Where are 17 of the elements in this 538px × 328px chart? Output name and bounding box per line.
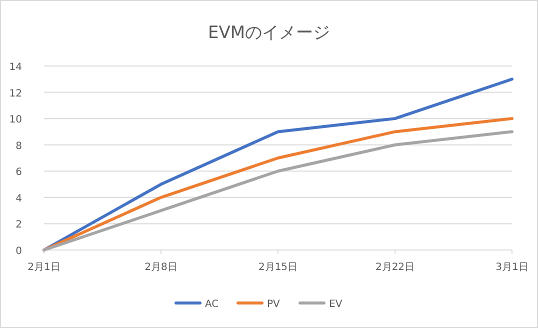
legend-label: EV	[329, 299, 342, 310]
x-tick-label: 2月22日	[375, 262, 415, 273]
x-tick-label: 2月8日	[144, 262, 178, 273]
y-tick-label: 0	[16, 246, 22, 257]
x-tick-label: 3月1日	[496, 262, 528, 273]
legend-label: AC	[205, 299, 219, 310]
y-tick-label: 8	[16, 140, 22, 152]
chart-title: EVMのイメージ	[208, 23, 330, 43]
y-tick-label: 2	[16, 220, 22, 231]
legend-label: PV	[267, 299, 280, 310]
x-tick-label: 2月1日	[28, 262, 60, 273]
y-tick-label: 12	[9, 88, 22, 100]
y-tick-label: 10	[9, 114, 22, 126]
x-tick-label: 2月15日	[258, 262, 298, 273]
y-tick-label: 4	[16, 193, 22, 204]
y-tick-label: 6	[16, 167, 22, 178]
y-tick-label: 14	[9, 62, 22, 73]
